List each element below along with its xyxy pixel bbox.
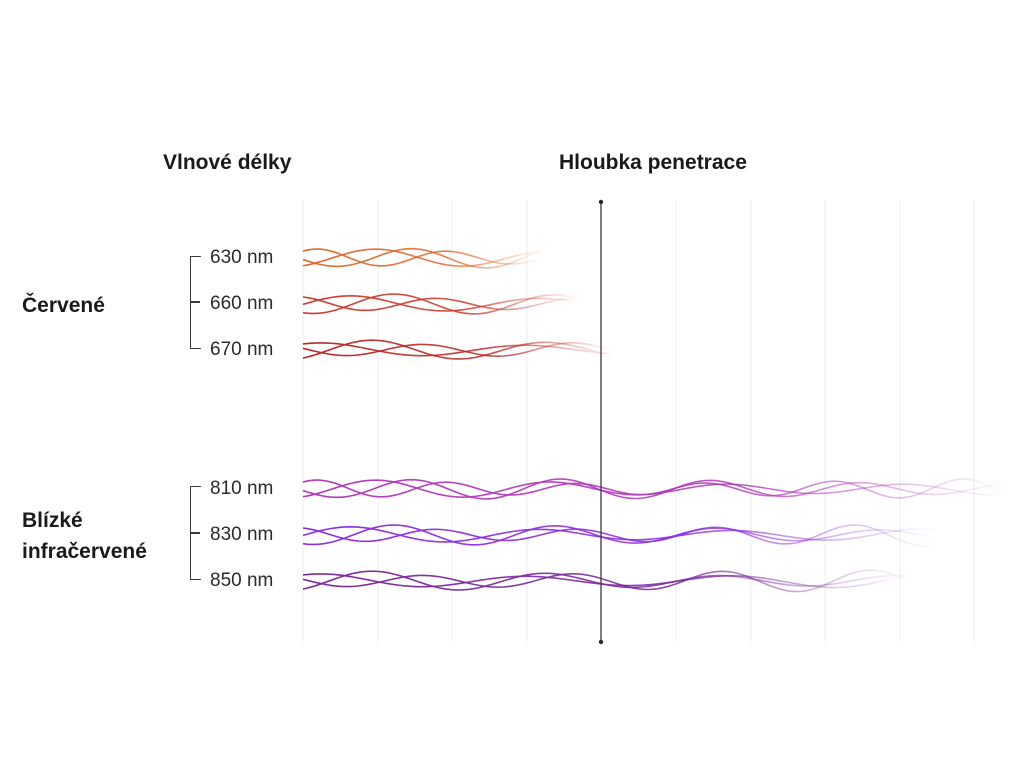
- group-red-line1: Červené: [22, 294, 105, 317]
- wave-strand-2: [302, 296, 576, 312]
- group-label-nir: Blízké infračervené: [22, 505, 147, 567]
- axis-top-dot: [598, 199, 604, 205]
- wave-strand-1: [302, 295, 576, 312]
- wave-strand-1: [302, 342, 612, 357]
- wavelength-label-660: 660 nm: [210, 293, 274, 314]
- wave-bundle-630-nm: [302, 247, 544, 269]
- wavelength-label-810: 810 nm: [210, 478, 274, 499]
- bracket-nir-mid-tick: [190, 532, 200, 534]
- wave-bundle-660-nm: [302, 293, 576, 315]
- penetration-axis: [598, 199, 604, 645]
- group-nir-line1: Blízké: [22, 509, 83, 532]
- wave-bundles: [302, 247, 1008, 593]
- wavelength-label-850: 850 nm: [210, 570, 274, 591]
- group-label-red: Červené: [22, 290, 105, 321]
- wave-bundle-830-nm: [302, 524, 940, 547]
- penetration-header: Hloubka penetrace: [559, 151, 747, 174]
- wave-strand-1: [302, 526, 940, 543]
- wavelength-label-830: 830 nm: [210, 524, 274, 545]
- wave-strand-1: [302, 573, 912, 589]
- axis-bottom-dot: [598, 639, 604, 645]
- wave-strand-0: [302, 478, 1008, 500]
- wave-strand-2: [302, 342, 612, 357]
- wave-strand-2: [302, 248, 544, 267]
- wavelength-label-670: 670 nm: [210, 339, 274, 360]
- bracket-red-mid-tick: [190, 301, 200, 303]
- wave-strand-2: [302, 478, 1008, 499]
- group-nir-line2: infračervené: [22, 540, 147, 563]
- wave-strand-0: [302, 247, 544, 269]
- wave-bundle-670-nm: [302, 339, 612, 360]
- wave-bundle-810-nm: [302, 478, 1008, 500]
- wave-bundle-850-nm: [302, 569, 912, 593]
- wavelength-label-630: 630 nm: [210, 247, 274, 268]
- wave-strand-0: [302, 524, 940, 546]
- depth-grid: [302, 200, 975, 642]
- bracket-red: [190, 256, 201, 349]
- wave-strand-2: [302, 569, 912, 593]
- wavelengths-header: Vlnové délky: [163, 151, 292, 174]
- wave-strand-2: [302, 524, 940, 547]
